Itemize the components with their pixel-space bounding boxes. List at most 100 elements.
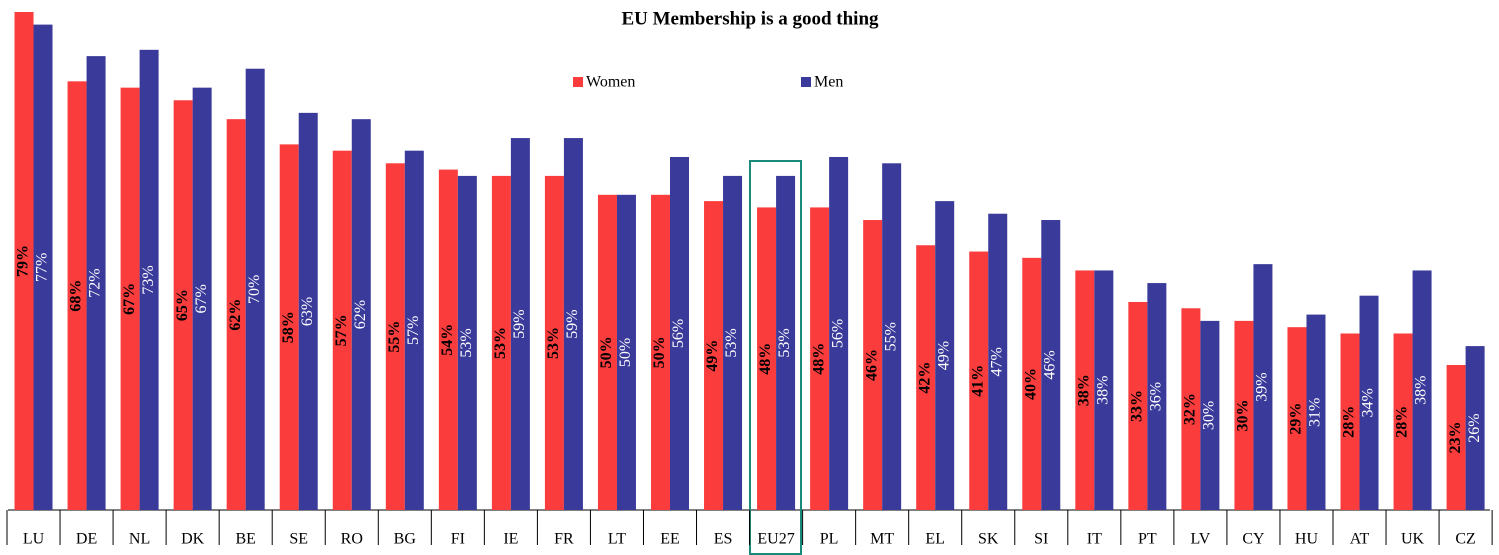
bar — [882, 163, 902, 510]
bar — [173, 100, 193, 510]
bar — [563, 138, 583, 511]
bar — [86, 56, 106, 510]
bar — [192, 87, 212, 510]
value-label: 67% — [121, 283, 138, 315]
value-label: 38% — [1075, 374, 1092, 406]
chart-title: EU Membership is a good thing — [621, 8, 879, 29]
bar — [1287, 327, 1307, 510]
bar — [829, 156, 849, 510]
value-label: 67% — [193, 284, 210, 313]
bar — [1412, 270, 1432, 510]
bar — [776, 175, 796, 510]
value-label: 58% — [280, 311, 297, 343]
value-label: 47% — [988, 347, 1005, 376]
value-label: 59% — [511, 309, 528, 338]
bar — [935, 201, 955, 510]
x-tick-label: FR — [554, 531, 574, 548]
value-label: 49% — [935, 341, 952, 370]
x-tick-label: PL — [820, 531, 839, 548]
x-tick-label: LV — [1190, 531, 1210, 548]
bar — [33, 24, 53, 510]
bar — [1094, 270, 1114, 510]
bar — [1253, 264, 1273, 510]
value-label: 48% — [810, 343, 827, 375]
bar — [491, 175, 511, 510]
value-label: 32% — [1182, 393, 1199, 425]
value-label: 29% — [1288, 403, 1305, 435]
bar — [298, 112, 318, 511]
bar — [457, 175, 477, 510]
x-tick-label: RO — [341, 531, 363, 548]
x-tick-label: CY — [1242, 531, 1265, 548]
legend-swatch — [573, 77, 583, 87]
x-tick-label: BG — [394, 531, 417, 548]
value-label: 65% — [174, 289, 191, 321]
value-label: 38% — [1094, 376, 1111, 405]
value-label: 63% — [299, 297, 316, 326]
value-label: 57% — [405, 316, 422, 345]
x-tick-label: IE — [503, 531, 518, 548]
value-label: 79% — [15, 245, 32, 277]
value-label: 55% — [386, 321, 403, 353]
value-label: 49% — [704, 340, 721, 372]
value-label: 53% — [492, 327, 509, 359]
value-label: 38% — [1413, 376, 1430, 405]
value-label: 28% — [1341, 406, 1358, 438]
bar — [1075, 270, 1095, 510]
value-label: 46% — [863, 349, 880, 381]
bar — [67, 81, 87, 511]
value-label: 70% — [246, 275, 263, 304]
bar — [1359, 295, 1379, 510]
bar — [1306, 314, 1326, 510]
value-label: 30% — [1201, 401, 1218, 430]
bar — [1393, 333, 1413, 510]
value-label: 23% — [1447, 422, 1464, 454]
bar — [863, 220, 883, 510]
value-label: 57% — [333, 314, 350, 346]
bar — [1465, 346, 1485, 510]
value-label: 50% — [598, 336, 615, 368]
bar — [723, 175, 743, 510]
value-label: 56% — [670, 319, 687, 348]
bar — [544, 175, 564, 510]
value-label: 26% — [1466, 413, 1483, 442]
bar — [385, 163, 405, 510]
x-tick-label: DK — [181, 531, 205, 548]
value-label: 50% — [617, 338, 634, 367]
bar — [279, 144, 299, 510]
value-label: 62% — [227, 299, 244, 331]
value-label: 56% — [829, 319, 846, 348]
bar — [404, 150, 424, 511]
x-tick-label: HU — [1295, 531, 1319, 548]
value-label: 46% — [1041, 350, 1058, 379]
bar — [757, 207, 777, 510]
x-tick-label: MT — [870, 531, 894, 548]
value-label: 34% — [1360, 388, 1377, 417]
value-label: 68% — [68, 280, 85, 312]
bar — [1128, 301, 1148, 510]
bar — [1446, 365, 1466, 510]
value-label: 54% — [439, 324, 456, 356]
x-tick-label: EE — [660, 531, 680, 548]
bar — [988, 213, 1008, 511]
value-label: 30% — [1235, 399, 1252, 431]
value-label: 62% — [352, 300, 369, 329]
bar — [1181, 308, 1201, 510]
x-tick-label: SE — [289, 531, 308, 548]
x-tick-label: LT — [608, 531, 626, 548]
x-tick-label: DE — [76, 531, 97, 548]
value-label: 39% — [1254, 372, 1271, 401]
legend-label: Men — [814, 74, 843, 91]
x-tick-label: SI — [1034, 531, 1048, 548]
bar — [597, 194, 617, 510]
bar — [120, 87, 140, 510]
bar — [14, 12, 34, 510]
legend-swatch — [801, 77, 811, 87]
value-label: 53% — [776, 328, 793, 357]
bar — [226, 119, 246, 511]
value-label: 48% — [757, 343, 774, 375]
x-tick-label: UK — [1401, 531, 1425, 548]
bar — [332, 150, 352, 511]
bar — [438, 169, 458, 510]
legend-label: Women — [586, 74, 635, 91]
